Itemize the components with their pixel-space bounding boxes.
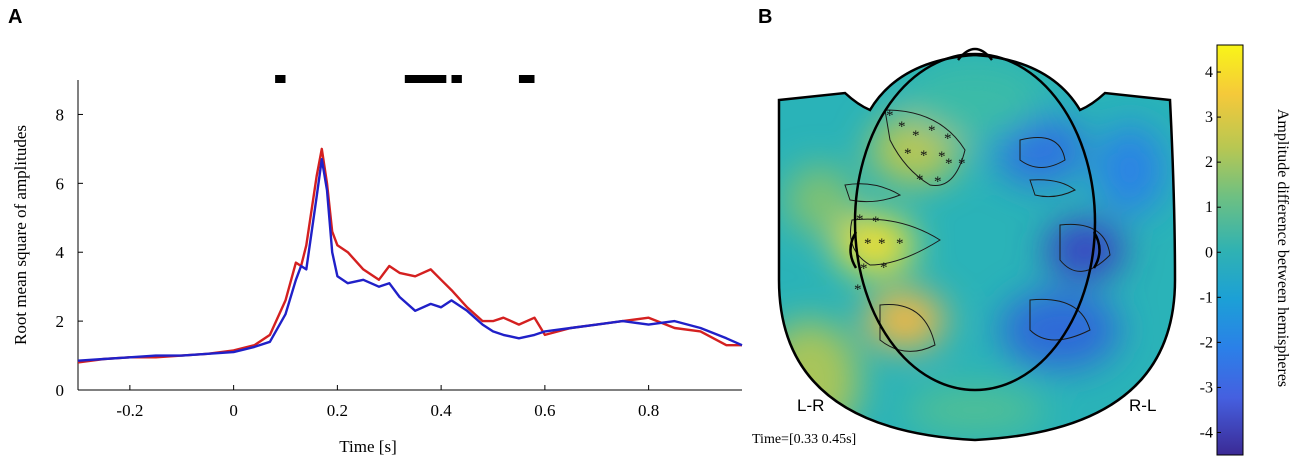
x-tick-label: 0.4 bbox=[431, 401, 453, 420]
panel-b-label: B bbox=[758, 6, 773, 28]
colorbar-tick-label: 3 bbox=[1205, 109, 1213, 126]
y-tick-label: 2 bbox=[56, 312, 65, 331]
colorbar-tick-label: 0 bbox=[1205, 244, 1213, 261]
significance-bar bbox=[275, 75, 286, 83]
svg-text:*: * bbox=[898, 119, 906, 135]
colorbar-tick-label: -1 bbox=[1200, 289, 1213, 306]
x-tick-label: 0 bbox=[229, 401, 238, 420]
colorbar-tick-label: 4 bbox=[1205, 64, 1213, 81]
svg-text:*: * bbox=[928, 123, 936, 139]
y-tick-label: 0 bbox=[56, 381, 65, 400]
significance-bar bbox=[404, 75, 447, 83]
y-tick-label: 4 bbox=[56, 243, 65, 262]
series-red-line bbox=[77, 147, 742, 364]
svg-text:*: * bbox=[854, 282, 862, 298]
topographic-map: *** * ** * * * ** * * ** * ** ** L-R R-L Time=… bbox=[752, 44, 1291, 456]
svg-text:*: * bbox=[920, 148, 928, 164]
x-tick-label: -0.2 bbox=[116, 401, 143, 420]
svg-text:*: * bbox=[860, 261, 868, 277]
colorbar bbox=[1216, 44, 1244, 456]
colorbar-label: Amplitude difference between hemispheres bbox=[1274, 109, 1291, 387]
right-minus-left-label: R-L bbox=[1129, 396, 1156, 415]
x-tick-label: 0.6 bbox=[534, 401, 555, 420]
svg-text:*: * bbox=[944, 131, 952, 147]
colorbar-tick-label: -3 bbox=[1200, 379, 1213, 396]
svg-text:*: * bbox=[872, 214, 880, 230]
x-ticks: -0.2 0 0.2 0.4 0.6 0.8 bbox=[116, 385, 659, 420]
rms-line-chart: 0 2 4 6 8 -0.2 0 0.2 0.4 0.6 0.8 Root mean square… bbox=[11, 75, 743, 456]
left-ear-icon bbox=[849, 231, 858, 269]
time-window-label: Time=[0.33 0.45s] bbox=[752, 432, 856, 447]
y-ticks: 0 2 4 6 8 bbox=[56, 105, 83, 400]
svg-text:*: * bbox=[934, 174, 942, 190]
series-lines bbox=[77, 147, 743, 364]
svg-text:*: * bbox=[945, 156, 953, 172]
colorbar-tick-label: -4 bbox=[1200, 424, 1213, 441]
colorbar-ticks: 4 3 2 1 0 -1 -2 -3 -4 bbox=[1200, 64, 1221, 441]
y-axis-label: Root mean square of amplitudes bbox=[11, 125, 30, 345]
svg-text:*: * bbox=[912, 128, 920, 144]
svg-text:*: * bbox=[958, 156, 966, 172]
svg-text:*: * bbox=[904, 146, 912, 162]
x-tick-label: 0.2 bbox=[327, 401, 348, 420]
svg-text:*: * bbox=[916, 172, 924, 188]
svg-text:*: * bbox=[938, 149, 946, 165]
x-tick-label: 0.8 bbox=[638, 401, 659, 420]
colorbar-tick-label: -2 bbox=[1200, 334, 1213, 351]
series-blue-line bbox=[77, 158, 743, 362]
significance-bar bbox=[451, 75, 462, 83]
svg-text:*: * bbox=[896, 236, 904, 252]
y-tick-label: 6 bbox=[56, 174, 65, 193]
svg-text:*: * bbox=[886, 108, 894, 124]
svg-text:*: * bbox=[880, 260, 888, 276]
significance-bar bbox=[518, 75, 535, 83]
svg-text:*: * bbox=[864, 236, 872, 252]
significance-bars bbox=[275, 75, 535, 83]
colorbar-tick-label: 1 bbox=[1205, 199, 1213, 216]
svg-text:*: * bbox=[856, 212, 864, 228]
svg-text:*: * bbox=[878, 236, 886, 252]
y-tick-label: 8 bbox=[56, 105, 65, 124]
scalp-circle bbox=[853, 52, 1097, 392]
x-axis-label: Time [s] bbox=[339, 437, 396, 456]
panel-a-label: A bbox=[8, 6, 23, 28]
nose-icon bbox=[957, 47, 993, 61]
left-minus-right-label: L-R bbox=[797, 396, 824, 415]
head-outline bbox=[777, 53, 1177, 442]
significant-electrodes: *** * ** * * * ** * * ** * ** ** bbox=[854, 108, 966, 298]
topomap-fill bbox=[779, 55, 1175, 440]
colorbar-tick-label: 2 bbox=[1205, 154, 1213, 171]
right-ear-icon bbox=[1092, 231, 1101, 269]
